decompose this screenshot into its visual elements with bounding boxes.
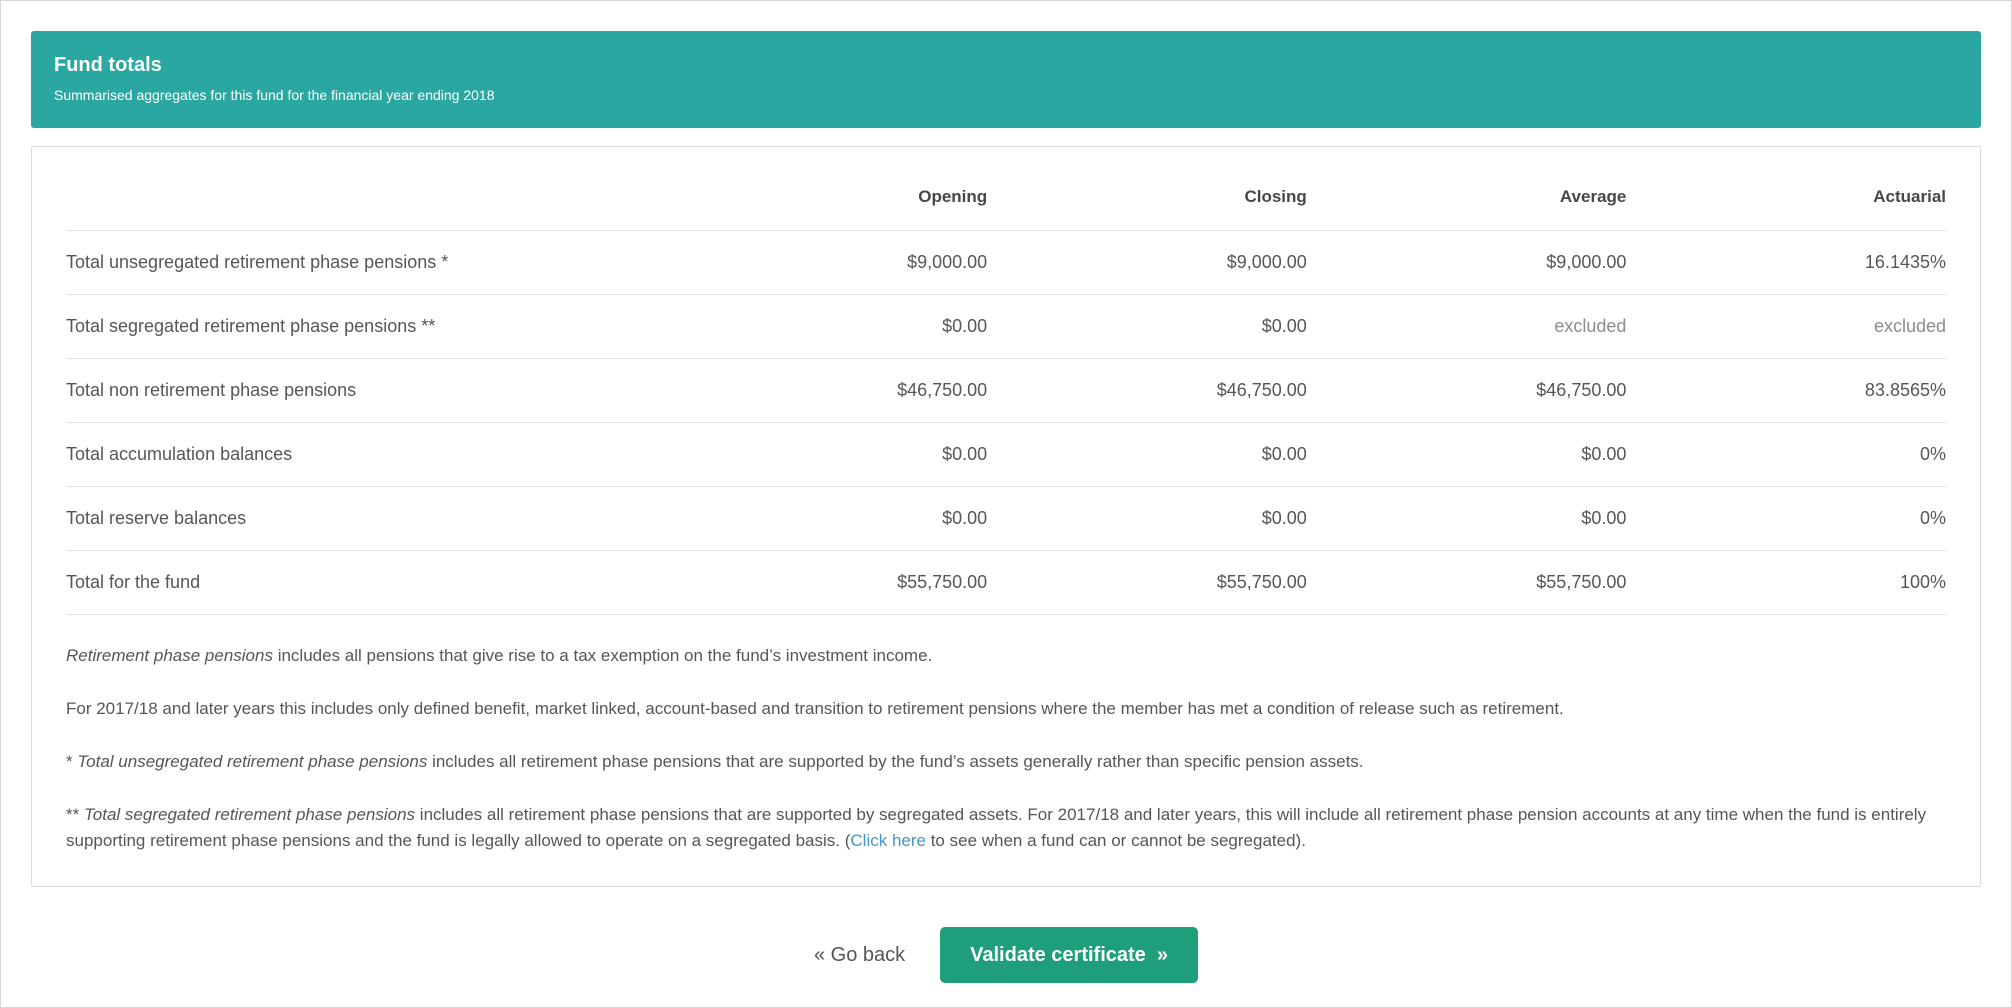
row-label: Total non retirement phase pensions (66, 358, 668, 423)
column-header-closing: Closing (1244, 187, 1307, 207)
footnote-italic-term: Retirement phase pensions (66, 646, 273, 666)
footnote-retirement-phase: Retirement phase pensions includes all p… (66, 643, 1946, 669)
action-bar: « Go back Validate certificate » (1, 927, 2011, 984)
footnote-text: includes all retirement phase pensions t… (427, 752, 1364, 772)
cell-actuarial: 100% (1626, 550, 1946, 616)
row-label: Total segregated retirement phase pensio… (66, 294, 668, 359)
footnote-text: includes all retirement phase pensions t… (66, 805, 1927, 851)
footnote-asterisk: ** (66, 805, 84, 825)
footnote-2017-18: For 2017/18 and later years this include… (66, 699, 1564, 719)
table-row: Total accumulation balances $0.00 $0.00 … (66, 422, 1946, 487)
cell-opening: $0.00 (667, 422, 988, 487)
table-row: Total non retirement phase pensions $46,… (66, 358, 1946, 423)
footnotes: Retirement phase pensions includes all p… (66, 643, 1946, 854)
footnote-segregated: ** Total segregated retirement phase pen… (66, 802, 1946, 854)
cell-average: $0.00 (1306, 486, 1627, 551)
cell-opening: $9,000.00 (667, 230, 988, 295)
cell-closing: $46,750.00 (987, 358, 1307, 423)
table-row: Total segregated retirement phase pensio… (66, 294, 1946, 359)
footnote-italic-term: Total segregated retirement phase pensio… (83, 805, 416, 825)
table-row-total: Total for the fund $55,750.00 $55,750.00… (66, 550, 1946, 616)
cell-actuarial: 0% (1626, 486, 1946, 551)
table-header-row: Opening Closing Average Actuarial (66, 173, 1946, 231)
cell-average: excluded (1306, 294, 1627, 359)
fund-totals-table: Opening Closing Average Actuarial Total … (66, 173, 1946, 616)
cell-average: $46,750.00 (1306, 358, 1627, 423)
column-header-blank (66, 173, 668, 231)
click-here-link[interactable]: Click here (850, 831, 926, 851)
fund-totals-panel: Opening Closing Average Actuarial Total … (31, 146, 1981, 888)
validate-certificate-button[interactable]: Validate certificate » (940, 927, 1199, 984)
cell-actuarial: excluded (1626, 294, 1946, 359)
cell-closing: $0.00 (987, 486, 1307, 551)
row-label: Total unsegregated retirement phase pens… (66, 230, 668, 295)
table-row: Total reserve balances $0.00 $0.00 $0.00… (66, 486, 1946, 551)
cell-closing: $55,750.00 (987, 550, 1307, 616)
footnote-asterisk: * (66, 752, 78, 772)
cell-average: $0.00 (1306, 422, 1627, 487)
cell-actuarial: 83.8565% (1626, 358, 1946, 423)
footnote-text: includes all pensions that give rise to … (272, 646, 933, 666)
row-label: Total accumulation balances (66, 422, 668, 487)
column-header-average: Average (1559, 187, 1627, 207)
cell-closing: $0.00 (987, 422, 1307, 487)
column-header-opening: Opening (918, 187, 988, 207)
cell-opening: $46,750.00 (667, 358, 988, 423)
fund-totals-banner: Fund totals Summarised aggregates for th… (31, 31, 1981, 129)
cell-actuarial: 16.1435% (1626, 230, 1946, 295)
cell-actuarial: 0% (1626, 422, 1946, 487)
page-subtitle: Summarised aggregates for this fund for … (54, 87, 495, 103)
cell-opening: $0.00 (667, 486, 988, 551)
cell-average: $9,000.00 (1306, 230, 1627, 295)
cell-closing: $9,000.00 (987, 230, 1307, 295)
footnote-italic-term: Total unsegregated retirement phase pens… (77, 752, 428, 772)
column-header-actuarial: Actuarial (1873, 187, 1946, 207)
row-label: Total reserve balances (66, 486, 668, 551)
table-row: Total unsegregated retirement phase pens… (66, 230, 1946, 295)
page-title: Fund totals (54, 54, 162, 76)
footnote-text: to see when a fund can or cannot be segr… (925, 831, 1306, 851)
row-label: Total for the fund (66, 550, 668, 616)
cell-average: $55,750.00 (1306, 550, 1627, 616)
cell-opening: $0.00 (667, 294, 988, 359)
cell-closing: $0.00 (987, 294, 1307, 359)
go-back-link[interactable]: « Go back (813, 943, 906, 966)
footnote-unsegregated: * Total unsegregated retirement phase pe… (66, 749, 1946, 775)
cell-opening: $55,750.00 (667, 550, 988, 616)
